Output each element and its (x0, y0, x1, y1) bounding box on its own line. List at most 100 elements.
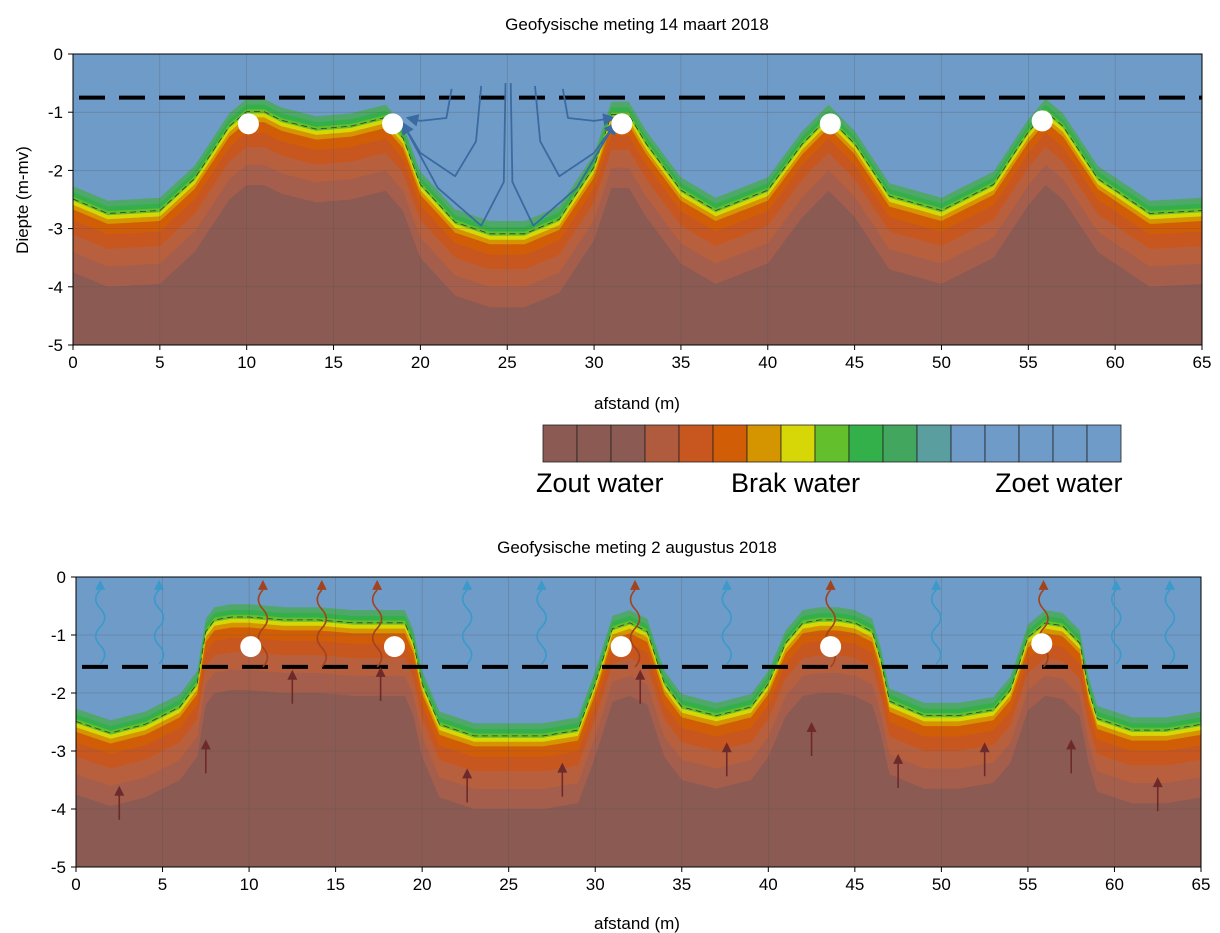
x-tick-label: 60 (1106, 353, 1125, 372)
legend-swatch (984, 424, 1020, 463)
y-tick-label: -1 (51, 626, 66, 645)
color-legend: Zout water Brak water Zoet water (536, 424, 1123, 498)
x-tick-label: 30 (586, 875, 605, 894)
x-tick-label: 30 (585, 353, 604, 372)
axes: 0 5 10 15 20 25 30 35 40 45 50 55 60 65 0 -1 -2 -3 -4 -5 (48, 45, 1212, 372)
panel-maart: Geofysische meting 14 maart 2018 0 5 10 15 2… (13, 15, 1212, 413)
seepage-arrow (721, 742, 732, 777)
x-tick-label: 5 (158, 875, 167, 894)
x-tick-label: 35 (671, 353, 690, 372)
drain-marker (383, 636, 405, 658)
seepage-arrow (893, 753, 904, 788)
x-tick-label: 40 (759, 875, 778, 894)
legend-swatch (882, 424, 918, 463)
drain-marker (240, 636, 262, 658)
x-tick-label: 50 (932, 875, 951, 894)
legend-zoet-label: Zoet water (995, 468, 1123, 498)
flow-line (561, 88, 616, 126)
legend-swatch (848, 424, 884, 463)
x-tick-label: 10 (240, 875, 259, 894)
x-tick-label: 15 (326, 875, 345, 894)
drain-marker (611, 113, 633, 135)
y-tick-label: -2 (48, 161, 63, 180)
legend-brak-label: Brak water (731, 468, 860, 498)
legend-swatch (746, 424, 782, 463)
legend-swatch (610, 424, 646, 463)
seepage-arrow (557, 762, 568, 797)
y-tick-label: -4 (48, 278, 63, 297)
x-tick-label: 60 (1105, 875, 1124, 894)
x-tick-label: 45 (845, 875, 864, 894)
legend-swatch (1052, 424, 1088, 463)
interface-line (76, 616, 1201, 737)
seepage-arrow (635, 669, 646, 704)
chart-title: Geofysische meting 14 maart 2018 (505, 15, 769, 34)
seepage-arrow (287, 669, 298, 704)
evaporation-salt-arrow (316, 579, 328, 668)
x-tick-label: 10 (237, 353, 256, 372)
y-tick-label: 0 (57, 568, 66, 587)
x-tick-label: 25 (498, 353, 517, 372)
evaporation-fresh-arrow (1164, 579, 1176, 665)
evaporation-fresh-arrow (461, 579, 473, 665)
y-tick-label: -4 (51, 800, 66, 819)
chart-title: Geofysische meting 2 augustus 2018 (497, 538, 777, 557)
evaporation-fresh-arrow (94, 579, 106, 665)
plot-frame (75, 576, 1202, 868)
flow-line (405, 88, 453, 127)
y-tick-label: -2 (51, 684, 66, 703)
seepage-arrow (200, 739, 211, 774)
evaporation-fresh-arrow (153, 579, 165, 665)
y-tick-label: -5 (48, 336, 63, 355)
y-tick-label: -5 (51, 858, 66, 877)
seepage-arrow (1066, 739, 1077, 774)
legend-swatch (576, 424, 612, 463)
x-axis-label: afstand (m) (594, 394, 680, 413)
seepage-arrow (979, 742, 990, 777)
flow-line (509, 83, 617, 227)
evaporation-fresh-arrow (721, 579, 733, 665)
x-tick-label: 65 (1192, 875, 1211, 894)
y-tick-label: -3 (48, 220, 63, 239)
x-tick-label: 50 (932, 353, 951, 372)
plot-frame (72, 53, 1203, 346)
drain-marker (820, 636, 842, 658)
evaporation-fresh-arrow (930, 579, 942, 665)
drain-marker (819, 113, 841, 135)
seepage-arrow (375, 666, 386, 701)
evaporation-fresh-arrow (1110, 579, 1122, 665)
legend-swatch (916, 424, 952, 463)
legend-swatch (814, 424, 850, 463)
flow-line (401, 85, 483, 178)
panel-augustus: Geofysische meting 2 augustus 2018 0 5 10 1… (51, 538, 1211, 933)
y-tick-label: -1 (48, 103, 63, 122)
seepage-arrow (114, 785, 125, 820)
legend-swatch (644, 424, 680, 463)
drain-marker (1031, 633, 1053, 655)
flow-line (401, 83, 507, 227)
drain-marker (382, 113, 404, 135)
y-tick-label: -3 (51, 742, 66, 761)
legend-swatch (780, 424, 816, 463)
plot-area (76, 577, 1201, 867)
x-tick-label: 65 (1193, 353, 1212, 372)
x-tick-label: 15 (324, 353, 343, 372)
seepage-arrow (806, 722, 817, 756)
legend-swatch (542, 424, 578, 463)
plot-area (73, 54, 1202, 345)
legend-swatch (678, 424, 714, 463)
x-tick-label: 25 (499, 875, 518, 894)
x-tick-label: 0 (68, 353, 77, 372)
axes: 0 5 10 15 20 25 30 35 40 45 50 55 60 65 0 -1 -2 -3 -4 -5 (51, 568, 1211, 894)
y-tick-label: 0 (54, 45, 63, 64)
drain-marker (237, 113, 259, 135)
x-tick-label: 0 (71, 875, 80, 894)
legend-colorbar (542, 424, 1122, 463)
x-tick-label: 20 (411, 353, 430, 372)
x-tick-label: 55 (1018, 875, 1037, 894)
drain-marker (610, 636, 632, 658)
interface-line (73, 111, 1202, 235)
legend-swatch (712, 424, 748, 463)
drain-marker (1031, 110, 1053, 132)
